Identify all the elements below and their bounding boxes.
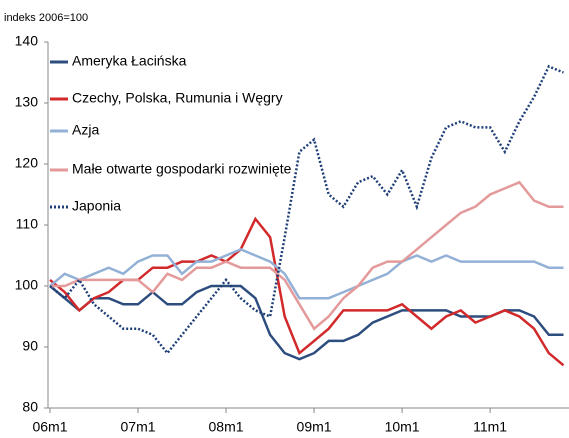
chart-subtitle: indeks 2006=100: [4, 12, 88, 24]
y-tick-label: 120: [15, 155, 39, 171]
x-tick-label: 06m1: [32, 419, 67, 435]
y-tick-label: 80: [22, 399, 38, 415]
y-tick-label: 100: [15, 277, 39, 293]
series-line: [49, 248, 564, 300]
x-tick-label: 11m1: [473, 419, 507, 435]
y-tick-label: 110: [16, 216, 39, 232]
x-tick-label: 07m1: [121, 419, 156, 435]
x-tick-label: 08m1: [209, 419, 244, 435]
legend-label: Ameryka Łacińska: [72, 53, 187, 69]
legend-label: Czechy, Polska, Rumunia i Węgry: [72, 90, 283, 106]
legend-label: Japonia: [72, 198, 121, 214]
legend-label: Małe otwarte gospodarki rozwinięte: [72, 161, 292, 177]
series-line: [49, 216, 565, 367]
series-line: [49, 64, 564, 356]
y-tick-label: 140: [15, 33, 39, 49]
series-line: [50, 180, 564, 331]
legend-label: Azja: [72, 122, 99, 138]
x-tick-label: 09m1: [297, 419, 332, 435]
x-tick-label: 10m1: [385, 419, 420, 435]
y-tick-label: 90: [22, 338, 38, 354]
y-tick-label: 130: [15, 94, 39, 110]
series-line: [49, 284, 564, 361]
